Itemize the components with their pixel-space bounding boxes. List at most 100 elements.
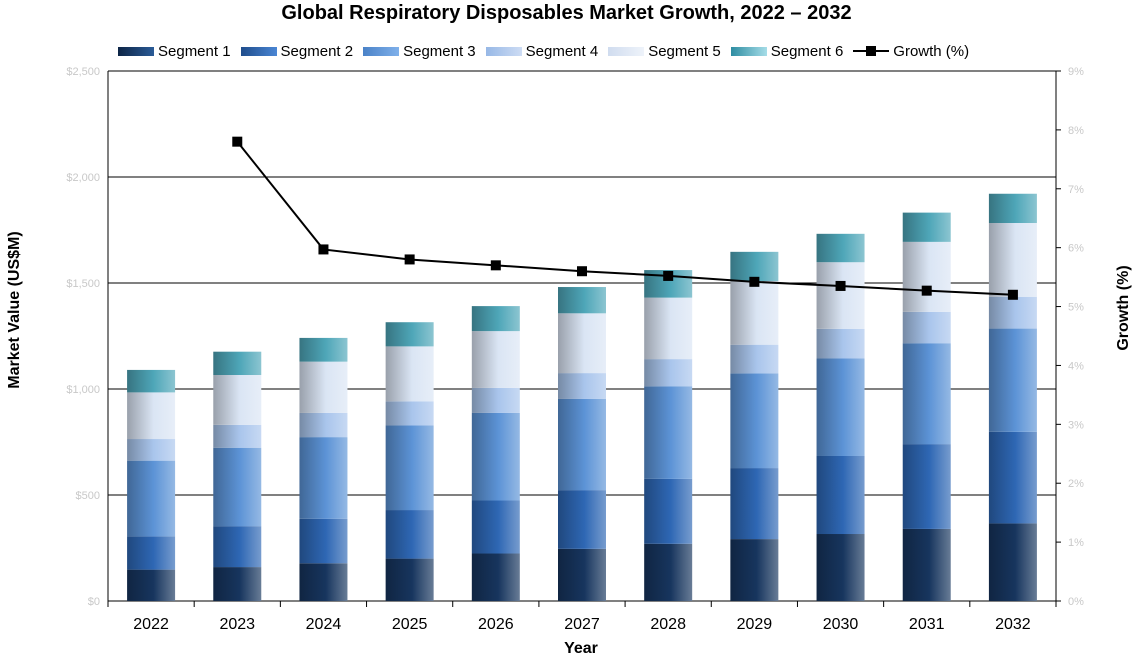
legend-label-segment-4: Segment 4 (525, 42, 599, 60)
bar-segment-4 (385, 401, 434, 426)
y2-tick-label: 1% (1068, 537, 1084, 549)
growth-line (236, 141, 1013, 296)
bar-segment-1 (644, 543, 693, 601)
bar-segment-2 (299, 518, 348, 564)
legend-label-segment-2: Segment 2 (280, 42, 354, 60)
growth-point (921, 285, 932, 296)
y2-tick-label: 7% (1068, 184, 1084, 196)
bar-segment-2 (385, 510, 434, 559)
bar-segment-5 (127, 392, 176, 440)
legend-item-segment-2: Segment 2 (240, 42, 354, 60)
legend-swatch-segment-6 (730, 46, 767, 56)
bar-segment-5 (644, 297, 693, 360)
bar-segment-5 (816, 262, 865, 329)
y2-tick-label: 6% (1068, 243, 1084, 255)
legend-swatch-segment-1 (118, 46, 154, 56)
bar-segment-3 (644, 386, 693, 479)
growth-point (835, 280, 846, 291)
bar-segment-4 (299, 412, 348, 438)
bar-segment-1 (902, 528, 951, 601)
bar-segment-6 (385, 322, 434, 347)
x-tick-label: 2032 (995, 616, 1031, 633)
growth-point (749, 276, 760, 287)
growth-point (577, 266, 587, 277)
bar-segment-2 (816, 455, 865, 535)
y2-tick-label: 3% (1068, 419, 1084, 431)
legend-label-segment-6: Segment 6 (770, 42, 844, 60)
bar-segment-1 (127, 569, 176, 601)
bar-segment-5 (902, 241, 951, 312)
bar-segment-6 (299, 337, 348, 362)
bar-segment-1 (213, 567, 262, 601)
x-tick-label: 2024 (306, 616, 342, 633)
x-tick-label: 2027 (564, 616, 600, 633)
x-tick-label: 2030 (823, 616, 859, 633)
bar-segment-6 (730, 251, 779, 282)
legend-label-segment-3: Segment 3 (403, 42, 476, 60)
bar-segment-6 (902, 212, 951, 242)
bar-segment-3 (127, 460, 176, 537)
bar-segment-5 (988, 223, 1037, 297)
legend-label-segment-1: Segment 1 (158, 42, 231, 60)
bar-segment-6 (127, 369, 176, 393)
growth-point (232, 136, 243, 147)
y2-tick-label: 8% (1068, 125, 1084, 137)
y-tick-label: $2,500 (66, 66, 100, 78)
bar-segment-4 (902, 311, 951, 344)
bar-segment-3 (902, 343, 951, 445)
y-tick-label: $500 (76, 490, 100, 502)
growth-point (318, 244, 329, 255)
bar-segment-4 (644, 359, 693, 387)
bar-segment-4 (558, 373, 606, 399)
x-tick-label: 2022 (133, 616, 169, 633)
bar-segment-2 (471, 500, 520, 554)
bar-segment-3 (385, 425, 434, 511)
bar-segment-1 (385, 558, 434, 601)
bar-segment-5 (471, 331, 520, 388)
legend-swatch-segment-4 (485, 46, 522, 56)
bar-segment-2 (213, 526, 262, 568)
bar-segment-2 (902, 444, 951, 529)
bar-segment-4 (471, 387, 520, 413)
x-tick-label: 2031 (909, 616, 945, 633)
growth-point (663, 270, 674, 281)
x-tick-label: 2028 (650, 616, 686, 633)
bar-segment-3 (558, 398, 606, 491)
bar-segment-4 (988, 296, 1037, 329)
y2-axis-title: Growth (%) (1115, 265, 1132, 350)
bar-segment-2 (644, 478, 693, 544)
legend-label-growth: Growth (%) (893, 42, 970, 60)
y2-tick-label: 0% (1068, 596, 1084, 608)
legend-swatch-segment-5 (608, 46, 645, 56)
x-tick-label: 2025 (392, 616, 428, 633)
bar-segment-1 (730, 539, 779, 601)
bar-segment-6 (988, 193, 1037, 224)
legend-label-segment-5: Segment 5 (648, 42, 721, 60)
legend-item-segment-3: Segment 3 (363, 43, 476, 60)
bar-segment-3 (988, 328, 1037, 432)
y2-tick-label: 2% (1068, 478, 1084, 490)
bar-segment-3 (299, 437, 348, 519)
x-tick-label: 2029 (737, 616, 773, 633)
legend-item-growth: Growth (%) (853, 43, 969, 60)
legend-swatch-segment-3 (363, 46, 400, 56)
y-axis-title: Market Value (US$M) (6, 231, 23, 388)
x-tick-label: 2023 (219, 616, 255, 633)
bar-segment-6 (213, 351, 262, 376)
growth-point (1007, 289, 1018, 300)
bar-segment-5 (299, 361, 348, 413)
bar-segment-1 (471, 553, 520, 601)
bar-segment-2 (558, 490, 606, 549)
growth-point (404, 254, 415, 265)
bar-segment-6 (816, 233, 865, 263)
chart-title: Global Respiratory Disposables Market Gr… (281, 2, 852, 24)
growth-point (490, 260, 501, 271)
bar-segment-3 (730, 373, 779, 469)
bar-segment-5 (558, 313, 606, 374)
y2-tick-label: 9% (1068, 66, 1084, 78)
legend-marker-growth (853, 45, 890, 57)
bar-segment-3 (816, 358, 865, 456)
bar-segment-2 (988, 431, 1037, 524)
